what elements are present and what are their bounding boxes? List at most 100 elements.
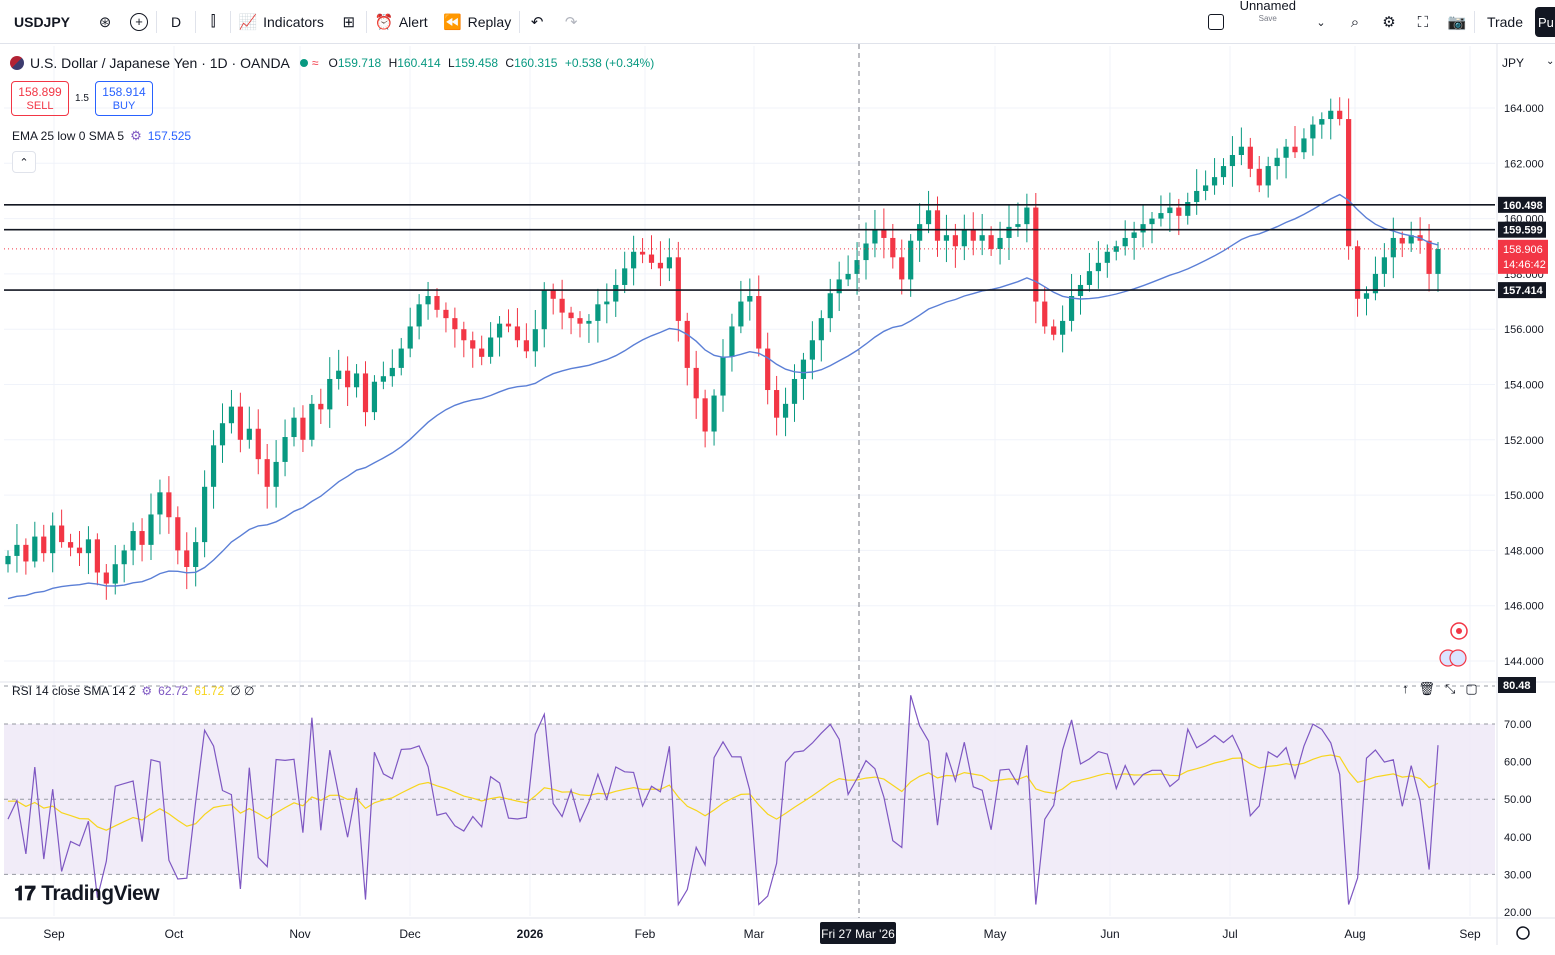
candle [1006, 226, 1012, 238]
axis-settings-icon [1516, 926, 1530, 940]
candle [961, 229, 967, 247]
candle [765, 348, 771, 391]
delete-icon[interactable]: 🗑 [1418, 681, 1436, 696]
layout-name-button[interactable]: Unnamed Save [1232, 0, 1304, 44]
candle [228, 406, 235, 424]
candle [452, 318, 458, 330]
sell-button[interactable]: 158.899 SELL [11, 81, 69, 116]
rsi-legend[interactable]: RSI 14 close SMA 14 2 ⚙ 62.72 61.72 ∅ ∅ [12, 684, 254, 698]
candle [327, 378, 333, 410]
candle [1033, 207, 1039, 302]
candle [1229, 155, 1236, 167]
candle [1247, 146, 1253, 169]
templates-icon[interactable]: ⊞ [342, 13, 356, 31]
candle [720, 356, 726, 396]
candle [1363, 293, 1370, 299]
candle [550, 290, 556, 299]
replay-button[interactable]: ⏪ Replay [436, 0, 520, 44]
candle [586, 320, 592, 324]
low-label: L [447, 56, 455, 70]
price-tick-label: 156.000 [1504, 324, 1544, 336]
move-up-icon[interactable]: ↑ [1402, 681, 1409, 696]
candle [631, 251, 637, 269]
time-axis-label: 2026 [517, 927, 544, 941]
compare-add-icon[interactable]: + [122, 0, 156, 44]
redo-icon[interactable]: ↷ [564, 13, 578, 31]
candle [774, 390, 780, 418]
candle [264, 459, 270, 487]
indicator-settings-icon[interactable]: ⚙ [130, 128, 142, 143]
earnings-flag-icon [1449, 649, 1467, 667]
candle [94, 539, 100, 573]
candle [1328, 110, 1334, 120]
settings-gear-icon[interactable]: ⚙ [1382, 14, 1396, 31]
change-value: +0.538 (+0.34%) [564, 56, 655, 70]
logo-text: TradingView [41, 882, 160, 905]
fullscreen-icon[interactable]: ⛶ [1417, 13, 1429, 31]
ema-legend[interactable]: EMA 25 low 0 SMA 5 ⚙ 157.525 [12, 128, 191, 144]
replay-label: Replay [467, 13, 512, 30]
candle [756, 296, 762, 349]
symbol-search[interactable]: USDJPY [14, 13, 71, 30]
alert-button[interactable]: ⏰ Alert [367, 0, 436, 44]
candle [219, 423, 226, 446]
time-axis-label: Sep [1459, 927, 1481, 941]
currency-selector[interactable]: JPY ⌄ [1502, 56, 1554, 70]
publish-button[interactable]: Pu [1535, 7, 1555, 37]
candle [443, 309, 449, 319]
rsi-label: RSI 14 close SMA 14 2 [12, 684, 136, 698]
layout-checkbox[interactable] [1200, 0, 1232, 44]
candle [684, 320, 690, 368]
rsi-settings-icon[interactable]: ⚙ [141, 684, 153, 698]
candle [496, 323, 503, 338]
candle [747, 296, 753, 302]
candle [345, 370, 351, 388]
camera-icon[interactable]: 📷 [1447, 14, 1467, 31]
collapse-legend-button[interactable]: ⌃ [12, 151, 36, 173]
symbol-pin-icon[interactable]: ⊛ [98, 13, 112, 31]
ohlc-values: O159.718 H160.414 L159.458 C160.315 +0.5… [329, 56, 659, 70]
interval-button[interactable]: D [171, 13, 182, 30]
candle [1158, 213, 1164, 219]
chevron-down-icon[interactable]: ⌄ [1316, 16, 1326, 29]
indicators-icon: 📈 [238, 13, 258, 31]
candle [1086, 271, 1093, 285]
sell-label: SELL [26, 99, 54, 112]
candle [255, 428, 261, 460]
rsi-extra: ∅ ∅ [230, 684, 255, 698]
quick-search-icon[interactable]: ⌕ [1350, 13, 1360, 31]
candles-style-icon[interactable]: ⫿ [210, 13, 216, 30]
candle [970, 229, 976, 241]
candle [1220, 166, 1227, 178]
time-axis-label: May [984, 927, 1007, 941]
candle [112, 564, 118, 584]
candle [711, 395, 717, 432]
trade-button[interactable]: Trade [1486, 14, 1523, 30]
price-tick-label: 150.000 [1504, 490, 1544, 502]
candle [353, 373, 360, 388]
candle [416, 304, 422, 327]
pane-tools: ↑ 🗑 ⤡ ▢ [1402, 681, 1478, 697]
level-label: 159.599 [1503, 225, 1543, 237]
price-tick-label: 154.000 [1504, 380, 1544, 392]
candle [1015, 224, 1021, 227]
rsi-tick-label: 70.00 [1504, 719, 1532, 731]
currency-label: JPY [1502, 56, 1525, 70]
time-axis-label: Mar [744, 927, 765, 941]
trade-panel: 158.899 SELL 1.5 158.914 BUY [11, 81, 153, 116]
undo-icon[interactable]: ↶ [530, 13, 544, 31]
candle [952, 235, 958, 247]
buy-button[interactable]: 158.914 BUY [95, 81, 153, 116]
time-axis-label: Dec [399, 927, 420, 941]
save-label: Save [1258, 14, 1277, 23]
indicators-button[interactable]: 📈 Indicators [231, 0, 332, 44]
candle [488, 337, 494, 357]
us-flag-icon [10, 56, 24, 70]
candle [917, 224, 923, 241]
collapse-pane-icon[interactable]: ⤡ [1445, 681, 1456, 696]
tradingview-logo: 𝟏𝟕 TradingView [14, 882, 160, 906]
level-label: 160.498 [1503, 200, 1543, 212]
chevron-down-icon: ⌄ [1546, 56, 1555, 67]
maximize-pane-icon[interactable]: ▢ [1465, 681, 1478, 696]
